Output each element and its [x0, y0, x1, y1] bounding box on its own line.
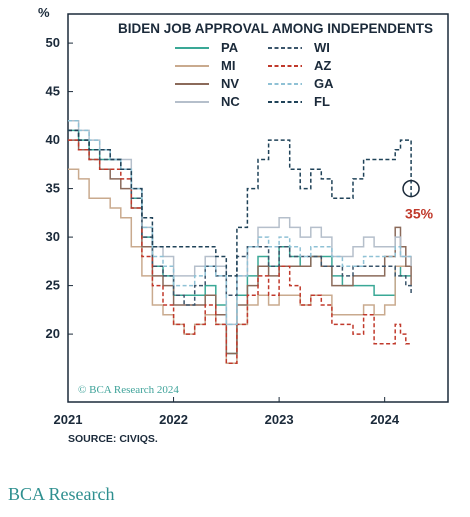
x-axis-ticks: 2021 2022 2023 2024: [54, 397, 400, 427]
legend-label-wi: WI: [314, 40, 330, 55]
series-line-nc: [68, 119, 412, 326]
x-tick-2023: 2023: [265, 412, 294, 427]
y-axis-ticks: 20 25 30 35 40 45 50: [46, 35, 73, 341]
y-tick-35: 35: [46, 181, 60, 196]
y-tick-20: 20: [46, 326, 60, 341]
y-tick-40: 40: [46, 132, 60, 147]
series-line-ga: [68, 119, 412, 326]
chart-title: BIDEN JOB APPROVAL AMONG INDEPENDENTS: [118, 21, 433, 36]
legend-label-ga: GA: [314, 76, 334, 91]
legend-label-nc: NC: [221, 94, 240, 109]
y-tick-25: 25: [46, 278, 60, 293]
plot-frame: [67, 13, 449, 403]
x-tick-2021: 2021: [54, 412, 83, 427]
series-line-pa: [68, 129, 412, 355]
latest-value-label: 35%: [405, 206, 434, 222]
legend-label-fl: FL: [314, 94, 330, 109]
series-line-az: [68, 139, 412, 364]
series-line-wi: [68, 129, 412, 306]
copyright-note: © BCA Research 2024: [78, 384, 179, 396]
legend-label-nv: NV: [221, 76, 239, 91]
legend-label-az: AZ: [314, 58, 331, 73]
series-line-fl: [68, 129, 412, 277]
x-tick-2022: 2022: [159, 412, 188, 427]
chart-canvas: % BIDEN JOB APPROVAL AMONG INDEPENDENTS …: [38, 5, 449, 445]
series-lines: [68, 119, 412, 364]
brand-logo: BCA Research: [8, 484, 115, 504]
latest-value-marker: [402, 179, 420, 198]
legend-label-mi: MI: [221, 58, 235, 73]
y-tick-45: 45: [46, 84, 60, 99]
legend: PA MI NV NC WI AZ GA FL: [175, 40, 334, 109]
y-tick-50: 50: [46, 35, 60, 50]
x-tick-2024: 2024: [370, 412, 400, 427]
source-note: SOURCE: CIVIQS.: [68, 433, 158, 445]
y-axis-label: %: [38, 5, 50, 20]
y-tick-30: 30: [46, 229, 60, 244]
series-line-nv: [68, 139, 412, 355]
legend-label-pa: PA: [221, 40, 239, 55]
